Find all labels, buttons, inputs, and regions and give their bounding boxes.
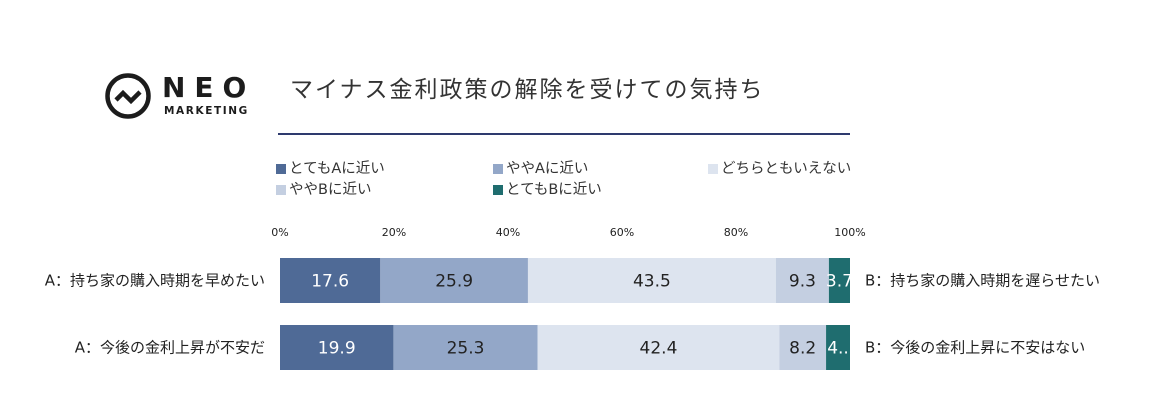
logo-subtext: MARKETING xyxy=(164,105,249,117)
bar-value-label: 25.9 xyxy=(435,272,473,292)
bar-segment xyxy=(280,325,394,370)
bar-segment xyxy=(775,258,829,303)
bar-segment xyxy=(393,325,538,370)
title-divider xyxy=(278,133,850,135)
legend-swatch xyxy=(708,164,718,174)
legend-swatch xyxy=(493,164,503,174)
legend-label: とてもAに近い xyxy=(289,161,385,177)
x-tick-label: 60% xyxy=(610,226,634,239)
category-label: A：持ち家の購入時期を早めたい xyxy=(45,272,265,290)
legend-label: とてもBに近い xyxy=(506,182,602,198)
bar-segment xyxy=(828,258,850,303)
legend-swatch xyxy=(493,185,503,195)
bar-value-label: 8.2 xyxy=(789,339,816,359)
legend-label: ややAに近い xyxy=(506,161,589,177)
x-tick-label: 80% xyxy=(724,226,748,239)
bar-segment xyxy=(779,325,827,370)
neo-logo-icon xyxy=(105,73,151,119)
bar-value-label: 3.7 xyxy=(826,272,853,292)
legend-item-3: どちらともいえない xyxy=(708,160,851,178)
bar-value-label: 9.3 xyxy=(789,272,816,292)
bar-value-label: 4.. xyxy=(827,339,849,359)
x-tick-label: 100% xyxy=(834,226,865,239)
legend-item-4: ややBに近い xyxy=(276,181,371,199)
bar-value-label: 19.9 xyxy=(318,339,356,359)
legend-swatch xyxy=(276,185,286,195)
page-title: マイナス金利政策の解除を受けての気持ち xyxy=(290,77,765,103)
category-label: A：今後の金利上昇が不安だ xyxy=(75,339,265,357)
legend-item-1: とてもAに近い xyxy=(276,160,385,178)
bar-value-label: 17.6 xyxy=(311,272,349,292)
bar-value-label: 25.3 xyxy=(447,339,485,359)
bar-segment xyxy=(527,258,776,303)
opposite-label: B：持ち家の購入時期を遅らせたい xyxy=(865,272,1100,290)
x-tick-label: 0% xyxy=(271,226,288,239)
bar-segment xyxy=(826,325,850,370)
x-tick-label: 20% xyxy=(382,226,406,239)
legend-swatch xyxy=(276,164,286,174)
opposite-label: B：今後の金利上昇に不安はない xyxy=(865,339,1085,357)
logo-wordmark: NEO xyxy=(162,71,256,104)
bar-segment xyxy=(537,325,780,370)
bar-segment xyxy=(380,258,528,303)
x-tick-label: 40% xyxy=(496,226,520,239)
legend-item-5: とてもBに近い xyxy=(493,181,602,199)
bar-value-label: 42.4 xyxy=(640,339,678,359)
neo-marketing-logo: NEO MARKETING xyxy=(104,72,264,122)
bar-value-label: 43.5 xyxy=(633,272,671,292)
legend-item-2: ややAに近い xyxy=(493,160,588,178)
legend-label: ややBに近い xyxy=(289,182,372,198)
legend-label: どちらともいえない xyxy=(721,161,852,177)
bar-segment xyxy=(280,258,381,303)
